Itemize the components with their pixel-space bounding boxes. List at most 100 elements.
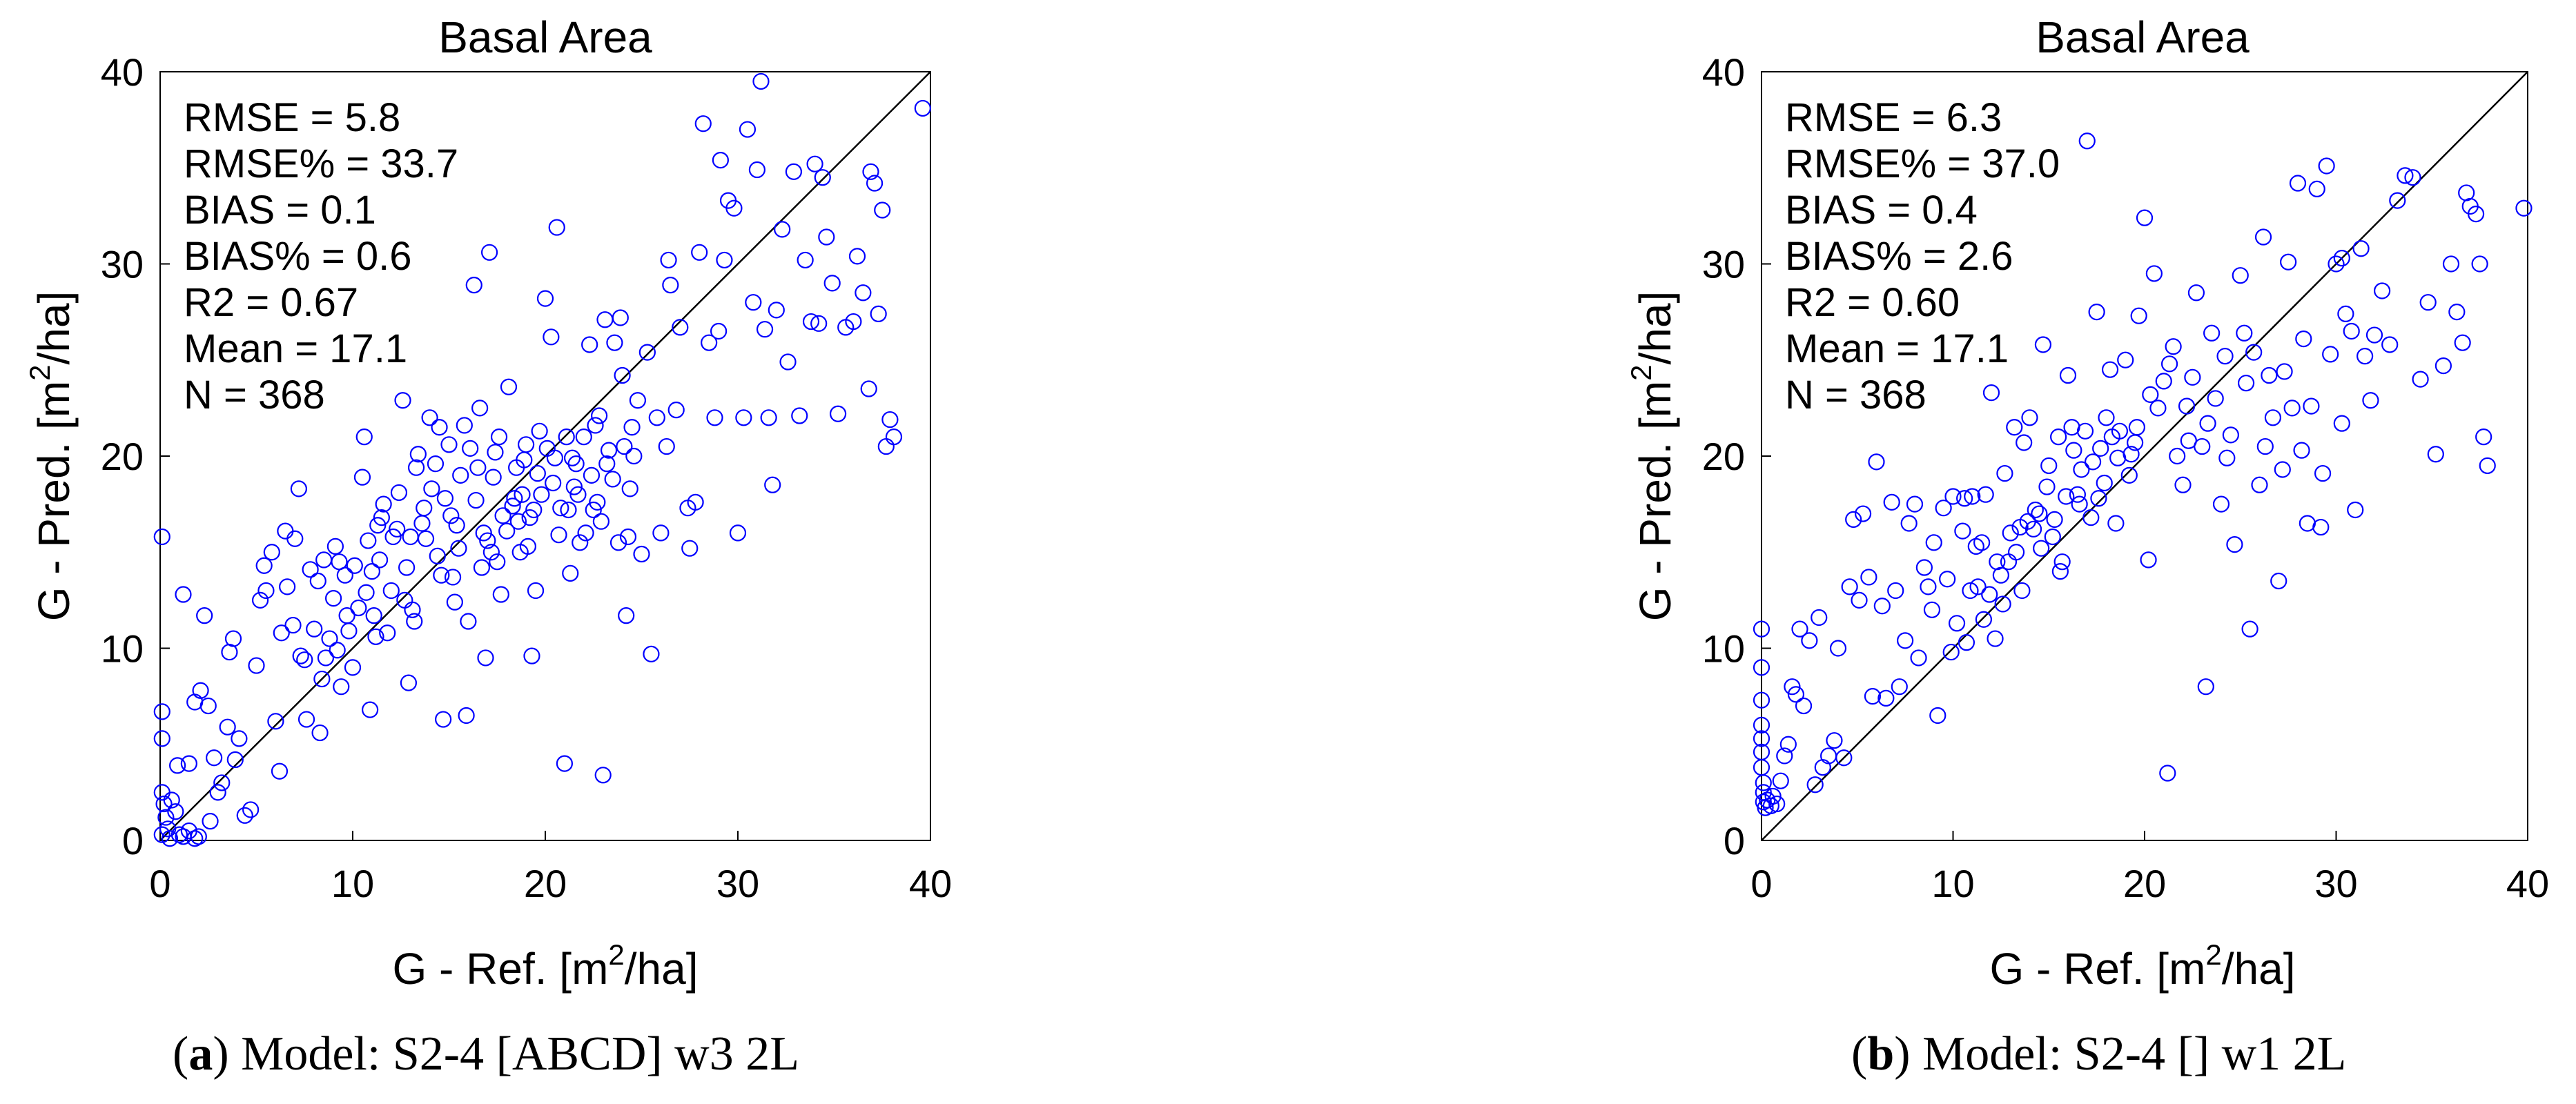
data-point xyxy=(333,678,350,696)
data-point xyxy=(569,486,587,503)
data-point xyxy=(467,491,485,509)
data-point xyxy=(1981,586,1998,603)
caption-letter: b xyxy=(1867,1027,1895,1081)
data-point xyxy=(163,791,180,809)
data-point xyxy=(565,478,583,495)
data-point xyxy=(768,302,785,319)
data-point xyxy=(701,334,718,351)
data-point xyxy=(1887,582,1904,600)
data-point xyxy=(1975,611,1992,628)
data-point xyxy=(435,711,452,728)
data-point xyxy=(277,522,294,540)
data-point xyxy=(196,607,213,624)
data-point xyxy=(2180,432,2197,449)
data-point xyxy=(313,670,331,688)
data-point xyxy=(1860,569,1877,586)
data-point xyxy=(492,586,509,603)
data-point xyxy=(2419,294,2437,311)
x-axis-label: G - Ref. [m2/ha] xyxy=(392,938,698,994)
data-point xyxy=(315,551,333,569)
data-point xyxy=(373,509,390,526)
data-point xyxy=(2155,373,2172,390)
data-point xyxy=(286,530,304,547)
data-point xyxy=(498,522,516,540)
data-point xyxy=(2078,132,2096,150)
data-point xyxy=(806,155,823,172)
data-point xyxy=(2034,336,2052,353)
data-point xyxy=(358,584,375,601)
data-point xyxy=(1784,678,1801,696)
data-point xyxy=(1929,707,1946,724)
data-point xyxy=(326,538,344,555)
data-point xyxy=(2226,536,2243,553)
data-point xyxy=(2365,326,2383,344)
data-point xyxy=(2222,426,2239,444)
data-point xyxy=(417,530,435,547)
data-point xyxy=(764,476,781,493)
data-point xyxy=(1829,640,1847,657)
data-point xyxy=(2295,331,2312,348)
data-point xyxy=(572,534,589,551)
x-axis-label: G - Ref. [m2/ha] xyxy=(1989,938,2295,994)
data-point xyxy=(1900,515,1918,532)
data-point xyxy=(2165,338,2182,355)
data-point xyxy=(2270,572,2287,590)
data-point xyxy=(2084,453,2102,471)
data-point xyxy=(2475,428,2492,446)
data-point xyxy=(1987,630,2004,647)
data-point xyxy=(1811,609,1828,627)
x-tick-label: 0 xyxy=(1750,862,1772,905)
data-point xyxy=(1764,787,1782,805)
data-point xyxy=(810,315,828,332)
data-point xyxy=(2251,476,2268,493)
data-point xyxy=(556,755,574,772)
data-point xyxy=(2293,442,2310,459)
data-point xyxy=(436,490,454,507)
data-point xyxy=(660,251,677,269)
x-tick-label: 0 xyxy=(149,862,170,905)
data-point xyxy=(706,409,723,426)
data-point xyxy=(885,428,903,446)
data-point xyxy=(874,201,891,219)
data-point xyxy=(2397,167,2414,184)
data-point xyxy=(2058,488,2075,505)
data-point xyxy=(881,411,899,428)
data-point xyxy=(600,442,618,459)
data-point xyxy=(2033,540,2050,557)
data-point xyxy=(1841,578,1858,595)
y-tick-label: 20 xyxy=(1702,435,1745,478)
data-point xyxy=(379,624,396,642)
y-tick-label: 20 xyxy=(101,435,144,478)
data-point xyxy=(421,409,438,426)
data-point xyxy=(402,528,419,546)
data-point xyxy=(2174,476,2192,493)
data-point xyxy=(752,72,770,90)
data-point xyxy=(2149,400,2167,417)
data-point xyxy=(226,751,244,769)
data-point xyxy=(2071,495,2088,513)
data-point xyxy=(452,466,469,484)
data-point xyxy=(248,657,265,674)
data-point xyxy=(621,480,638,497)
chart-title: Basal Area xyxy=(2036,12,2250,62)
data-point xyxy=(2207,390,2224,407)
data-point xyxy=(267,713,284,730)
data-point xyxy=(529,464,546,482)
data-point xyxy=(2019,513,2036,530)
data-point xyxy=(829,405,847,422)
data-point xyxy=(1768,795,1786,813)
y-axis-label: G - Pred. [m2/ha] xyxy=(1625,291,1680,622)
data-point xyxy=(791,407,808,424)
stats-annotation: RMSE = 5.8 RMSE% = 33.7 BIAS = 0.1 BIAS%… xyxy=(184,95,458,417)
data-point xyxy=(490,428,508,446)
data-point xyxy=(1935,500,1952,517)
data-point xyxy=(440,436,458,453)
data-point xyxy=(350,599,367,617)
data-point xyxy=(321,630,338,647)
data-point xyxy=(506,490,523,507)
data-point xyxy=(446,593,463,611)
data-point xyxy=(423,480,440,497)
data-point xyxy=(462,440,479,457)
scatter-panel-a: Basal Area 0 10 20 30 40 0 10 20 30 40 G - Ref. … xyxy=(23,12,952,994)
data-point xyxy=(231,730,248,747)
